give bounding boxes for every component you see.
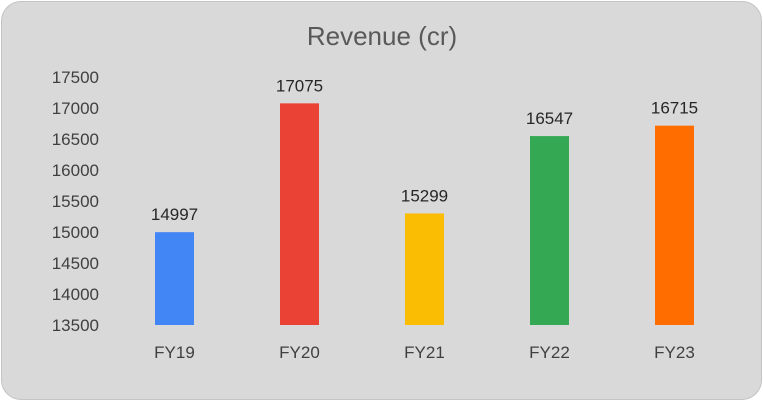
bar-fy19 bbox=[155, 232, 194, 325]
x-tick-label: FY20 bbox=[279, 343, 320, 362]
data-label: 16547 bbox=[526, 109, 573, 128]
y-tick-label: 15000 bbox=[52, 223, 99, 242]
y-tick-label: 16000 bbox=[52, 161, 99, 180]
x-tick-label: FY21 bbox=[404, 343, 445, 362]
x-tick-label: FY22 bbox=[529, 343, 570, 362]
y-axis-ticks: 17500 17000 16500 16000 15500 15000 14500 14000… bbox=[52, 68, 99, 335]
bars bbox=[155, 103, 694, 325]
y-tick-label: 14500 bbox=[52, 254, 99, 273]
data-label: 17075 bbox=[276, 76, 323, 95]
data-label: 16715 bbox=[651, 99, 698, 118]
y-tick-label: 17500 bbox=[52, 68, 99, 87]
bar-fy23 bbox=[655, 125, 694, 325]
bar-fy20 bbox=[280, 103, 319, 325]
bar-fy21 bbox=[405, 213, 444, 325]
chart-title: Revenue (cr) bbox=[307, 21, 457, 51]
y-tick-label: 17000 bbox=[52, 99, 99, 118]
y-tick-label: 16500 bbox=[52, 130, 99, 149]
data-labels: 14997 17075 15299 16547 16715 bbox=[151, 76, 698, 224]
x-tick-label: FY19 bbox=[154, 343, 195, 362]
data-label: 14997 bbox=[151, 205, 198, 224]
x-tick-label: FY23 bbox=[654, 343, 695, 362]
y-tick-label: 13500 bbox=[52, 316, 99, 335]
y-tick-label: 14000 bbox=[52, 285, 99, 304]
y-tick-label: 15500 bbox=[52, 192, 99, 211]
x-axis-labels: FY19 FY20 FY21 FY22 FY23 bbox=[154, 343, 695, 362]
bar-fy22 bbox=[530, 136, 569, 325]
data-label: 15299 bbox=[401, 186, 448, 205]
